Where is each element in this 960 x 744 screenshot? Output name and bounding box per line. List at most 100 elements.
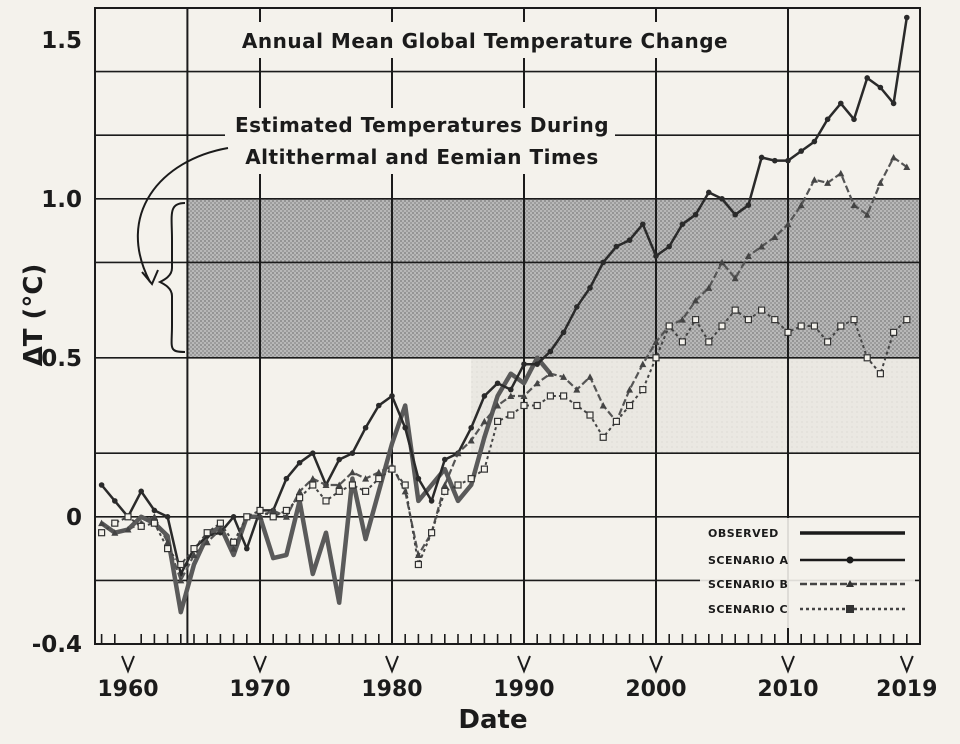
data-point-scenario-b bbox=[507, 392, 515, 399]
data-point-scenario-b bbox=[335, 481, 343, 488]
data-point-scenario-b bbox=[890, 153, 898, 161]
x-tick-label: 1990 bbox=[493, 677, 554, 702]
data-point-scenario-a bbox=[98, 482, 105, 488]
data-point-scenario-c bbox=[97, 529, 106, 537]
data-point-scenario-c bbox=[639, 386, 647, 394]
data-point-scenario-a bbox=[587, 285, 593, 291]
data-point-scenario-b bbox=[626, 386, 634, 393]
data-point-scenario-b bbox=[401, 487, 409, 495]
data-point-scenario-c bbox=[243, 513, 251, 521]
data-point-scenario-b bbox=[216, 526, 224, 533]
data-point-scenario-c bbox=[269, 513, 277, 521]
data-point-scenario-c bbox=[494, 417, 502, 425]
data-point-scenario-c bbox=[823, 338, 832, 346]
data-point-scenario-b bbox=[309, 475, 317, 482]
data-point-scenario-a bbox=[653, 253, 659, 259]
y-tick-label: 0.5 bbox=[41, 346, 82, 372]
data-point-scenario-c bbox=[414, 560, 422, 569]
data-point-scenario-a bbox=[574, 304, 580, 310]
data-point-scenario-a bbox=[745, 202, 752, 208]
data-point-scenario-a bbox=[230, 514, 237, 520]
data-point-scenario-c bbox=[507, 411, 515, 419]
data-point-scenario-c bbox=[784, 328, 792, 336]
data-point-scenario-c bbox=[810, 322, 819, 330]
legend-label-scenario-b: SCENARIO B bbox=[708, 578, 788, 591]
data-point-scenario-b bbox=[375, 468, 383, 476]
x-major-tick-mark bbox=[899, 655, 914, 674]
legend-label-scenario-a: SCENARIO A bbox=[708, 554, 789, 567]
data-point-scenario-b bbox=[784, 220, 792, 228]
data-point-scenario-c bbox=[230, 538, 238, 546]
data-point-scenario-a bbox=[666, 243, 672, 250]
data-point-scenario-b bbox=[282, 513, 290, 520]
data-point-scenario-c bbox=[164, 544, 172, 553]
data-point-scenario-c bbox=[454, 481, 462, 489]
data-point-scenario-a bbox=[600, 259, 606, 266]
data-point-scenario-b bbox=[810, 176, 818, 183]
data-point-scenario-c bbox=[665, 322, 673, 330]
data-point-scenario-b bbox=[837, 169, 845, 177]
x-tick-label: 1980 bbox=[361, 677, 422, 702]
data-point-scenario-b bbox=[269, 506, 277, 514]
data-point-scenario-a bbox=[679, 221, 686, 228]
data-point-scenario-c bbox=[625, 401, 634, 410]
data-point-scenario-b bbox=[573, 386, 581, 393]
y-tick-label: 1.0 bbox=[41, 187, 82, 213]
data-point-scenario-b bbox=[98, 519, 106, 527]
data-point-scenario-c bbox=[520, 401, 528, 410]
data-point-scenario-c bbox=[388, 465, 396, 473]
data-point-scenario-c bbox=[362, 487, 370, 495]
data-point-scenario-b bbox=[177, 576, 185, 584]
data-point-scenario-b bbox=[652, 338, 660, 345]
data-point-scenario-c bbox=[797, 322, 805, 330]
data-point-scenario-a bbox=[864, 75, 870, 81]
data-point-scenario-a bbox=[244, 545, 250, 552]
data-point-scenario-a bbox=[626, 237, 633, 243]
band-shading-lower bbox=[471, 357, 920, 454]
data-point-scenario-c bbox=[586, 411, 594, 419]
data-point-scenario-a bbox=[692, 211, 699, 218]
annotation-brace bbox=[157, 202, 186, 353]
data-point-scenario-a bbox=[310, 450, 316, 457]
x-major-tick-mark bbox=[385, 655, 399, 674]
annotation-line-2: Altithermal and Eemian Times bbox=[245, 145, 599, 169]
legend-marker-scenario-b bbox=[846, 580, 854, 587]
data-point-scenario-c bbox=[718, 322, 726, 330]
data-point-scenario-b bbox=[494, 402, 502, 409]
data-point-scenario-c bbox=[256, 506, 264, 515]
x-tick-label: 2010 bbox=[757, 677, 818, 702]
data-point-scenario-a bbox=[798, 148, 804, 154]
data-point-scenario-a bbox=[785, 157, 791, 164]
data-point-scenario-b bbox=[731, 274, 739, 282]
data-point-scenario-c bbox=[375, 475, 383, 483]
data-point-scenario-a bbox=[758, 154, 765, 161]
data-point-scenario-c bbox=[863, 354, 871, 362]
data-point-scenario-c bbox=[691, 316, 700, 324]
x-major-tick-mark bbox=[253, 655, 267, 674]
data-point-scenario-b bbox=[758, 243, 766, 250]
data-point-scenario-c bbox=[401, 481, 409, 489]
data-point-scenario-a bbox=[890, 100, 897, 107]
data-point-scenario-a bbox=[138, 488, 144, 495]
data-point-scenario-b bbox=[824, 179, 832, 186]
x-major-tick-mark bbox=[781, 655, 795, 674]
data-point-scenario-c bbox=[177, 560, 185, 569]
estimated-temperature-band bbox=[187, 198, 920, 454]
data-point-scenario-a bbox=[389, 393, 395, 399]
data-point-scenario-c bbox=[612, 417, 621, 425]
data-point-scenario-c bbox=[573, 401, 581, 410]
data-point-scenario-c bbox=[599, 433, 607, 441]
data-point-scenario-b bbox=[296, 487, 304, 495]
data-point-scenario-a bbox=[376, 402, 382, 409]
data-point-scenario-a bbox=[296, 459, 303, 466]
data-point-scenario-c bbox=[889, 328, 898, 336]
data-point-scenario-b bbox=[203, 538, 211, 546]
data-point-scenario-c bbox=[771, 316, 779, 324]
x-axis-label: Date bbox=[458, 705, 527, 735]
data-point-scenario-c bbox=[757, 306, 766, 314]
data-point-scenario-a bbox=[164, 514, 171, 520]
band-fill bbox=[187, 198, 920, 358]
data-point-scenario-b bbox=[546, 370, 554, 377]
plot-frame bbox=[94, 7, 921, 645]
